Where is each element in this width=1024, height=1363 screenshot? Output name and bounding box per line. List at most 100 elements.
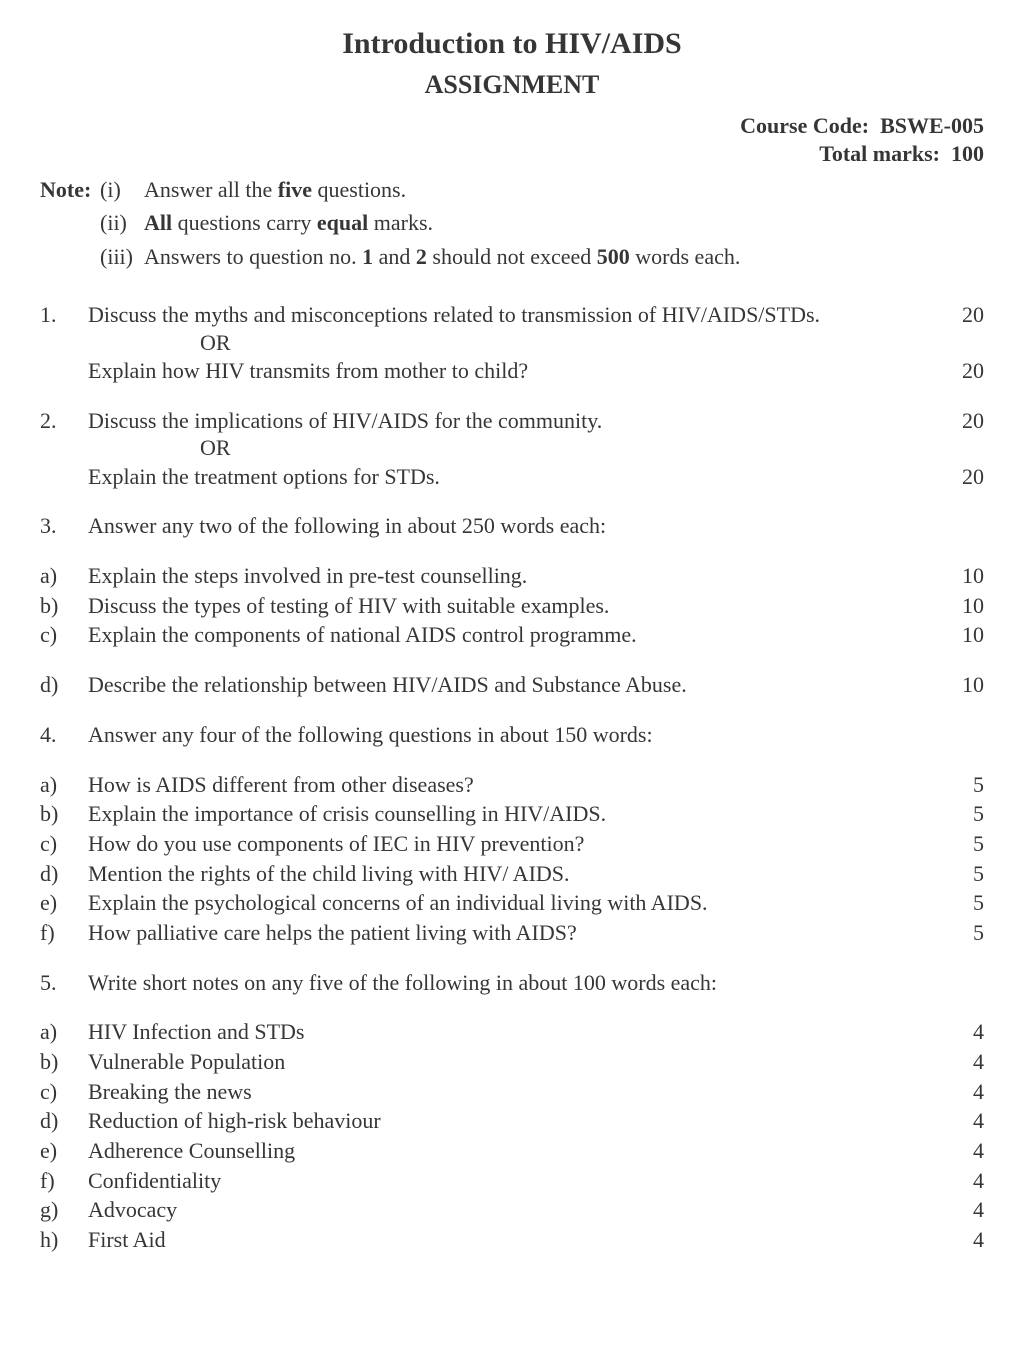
sub-question-label: d) <box>40 670 88 700</box>
sub-question-text: Reduction of high-risk behaviour <box>88 1106 944 1136</box>
sub-question-marks: 4 <box>944 1106 984 1136</box>
question-marks: 20 <box>944 300 984 330</box>
sub-question-row: d)Reduction of high-risk behaviour4 <box>40 1106 984 1136</box>
sub-question-marks: 5 <box>944 918 984 948</box>
sub-question-text: How palliative care helps the patient li… <box>88 918 944 948</box>
sub-question-marks: 10 <box>944 561 984 591</box>
question-text: Discuss the myths and misconceptions rel… <box>88 300 944 330</box>
sub-question-marks: 4 <box>944 1166 984 1196</box>
sub-question-label: e) <box>40 888 88 918</box>
note-roman: (i) <box>100 175 144 205</box>
sub-question-label: a) <box>40 1017 88 1047</box>
sub-question-marks: 10 <box>944 591 984 621</box>
sub-question-row: f)Confidentiality4 <box>40 1166 984 1196</box>
course-code-label: Course Code: <box>740 113 869 138</box>
sub-question-row: c)How do you use components of IEC in HI… <box>40 829 984 859</box>
question-marks: 20 <box>944 356 984 386</box>
note-roman: (iii) <box>100 242 144 272</box>
sub-question-text: Discuss the types of testing of HIV with… <box>88 591 944 621</box>
sub-question-label: d) <box>40 859 88 889</box>
total-marks-label: Total marks: <box>819 141 940 166</box>
sub-question-text: Breaking the news <box>88 1077 944 1107</box>
sub-question-row: c)Breaking the news4 <box>40 1077 984 1107</box>
course-meta: Course Code: BSWE-005 Total marks: 100 <box>40 112 984 169</box>
note-text: All questions carry equal marks. <box>144 208 984 238</box>
sub-question-text: Explain the components of national AIDS … <box>88 620 944 650</box>
sub-question-marks: 10 <box>944 620 984 650</box>
sub-question-text: How is AIDS different from other disease… <box>88 770 944 800</box>
sub-question-label: b) <box>40 1047 88 1077</box>
sub-question-text: Describe the relationship between HIV/AI… <box>88 670 944 700</box>
or-separator: OR <box>200 330 984 356</box>
sub-question-marks: 5 <box>944 888 984 918</box>
sub-question-label: c) <box>40 620 88 650</box>
sub-question-marks: 5 <box>944 799 984 829</box>
sub-question-label: e) <box>40 1136 88 1166</box>
sub-question-row: f)How palliative care helps the patient … <box>40 918 984 948</box>
sub-question-text: Confidentiality <box>88 1166 944 1196</box>
sub-question-marks: 4 <box>944 1017 984 1047</box>
sub-question-text: Explain the steps involved in pre-test c… <box>88 561 944 591</box>
question-text: Discuss the implications of HIV/AIDS for… <box>88 406 944 436</box>
sub-question-text: Explain the psychological concerns of an… <box>88 888 944 918</box>
sub-question-row: a)How is AIDS different from other disea… <box>40 770 984 800</box>
sub-question-marks: 5 <box>944 829 984 859</box>
sub-question-label: d) <box>40 1106 88 1136</box>
question-row: 1. Discuss the myths and misconceptions … <box>40 300 984 330</box>
sub-question-label: b) <box>40 799 88 829</box>
sub-question-marks: 5 <box>944 770 984 800</box>
question-number: 4. <box>40 720 88 750</box>
total-marks-value: 100 <box>951 141 984 166</box>
sub-question-text: How do you use components of IEC in HIV … <box>88 829 944 859</box>
sub-question-label: h) <box>40 1225 88 1255</box>
sub-question-label: a) <box>40 770 88 800</box>
sub-question-marks: 4 <box>944 1195 984 1225</box>
question-row: Explain how HIV transmits from mother to… <box>40 356 984 386</box>
question-marks: 20 <box>944 462 984 492</box>
sub-question-row: a)HIV Infection and STDs4 <box>40 1017 984 1047</box>
question-number: 3. <box>40 511 88 541</box>
sub-question-text: Vulnerable Population <box>88 1047 944 1077</box>
sub-question-row: h)First Aid4 <box>40 1225 984 1255</box>
note-label: Note: <box>40 175 100 205</box>
note-text: Answers to question no. 1 and 2 should n… <box>144 242 984 272</box>
sub-question-row: e)Explain the psychological concerns of … <box>40 888 984 918</box>
sub-question-label: a) <box>40 561 88 591</box>
question-intro: Answer any two of the following in about… <box>88 511 944 541</box>
question-row: 3. Answer any two of the following in ab… <box>40 511 984 541</box>
sub-question-marks: 5 <box>944 859 984 889</box>
sub-question-label: g) <box>40 1195 88 1225</box>
sub-question-label: f) <box>40 918 88 948</box>
question-row: 2. Discuss the implications of HIV/AIDS … <box>40 406 984 436</box>
sub-question-text: HIV Infection and STDs <box>88 1017 944 1047</box>
sub-question-text: Explain the importance of crisis counsel… <box>88 799 944 829</box>
sub-question-row: c)Explain the components of national AID… <box>40 620 984 650</box>
sub-question-marks: 4 <box>944 1136 984 1166</box>
sub-question-text: Adherence Counselling <box>88 1136 944 1166</box>
question-text: Explain how HIV transmits from mother to… <box>88 356 944 386</box>
question-row: Explain the treatment options for STDs. … <box>40 462 984 492</box>
sub-question-marks: 4 <box>944 1225 984 1255</box>
sub-question-row: b)Discuss the types of testing of HIV wi… <box>40 591 984 621</box>
note-roman: (ii) <box>100 208 144 238</box>
sub-question-label: f) <box>40 1166 88 1196</box>
sub-question-row: d)Mention the rights of the child living… <box>40 859 984 889</box>
question-number: 2. <box>40 406 88 436</box>
question-intro: Write short notes on any five of the fol… <box>88 968 944 998</box>
question-row: 5. Write short notes on any five of the … <box>40 968 984 998</box>
document-subtitle: ASSIGNMENT <box>40 67 984 102</box>
sub-question-row: d)Describe the relationship between HIV/… <box>40 670 984 700</box>
sub-question-marks: 4 <box>944 1047 984 1077</box>
course-code-value: BSWE-005 <box>880 113 984 138</box>
question-marks: 20 <box>944 406 984 436</box>
question-number: 5. <box>40 968 88 998</box>
sub-question-label: c) <box>40 829 88 859</box>
question-intro: Answer any four of the following questio… <box>88 720 944 750</box>
question-number: 1. <box>40 300 88 330</box>
sub-question-label: c) <box>40 1077 88 1107</box>
sub-question-row: g)Advocacy4 <box>40 1195 984 1225</box>
notes-block: Note: (i) Answer all the five questions.… <box>40 175 984 272</box>
sub-question-text: Advocacy <box>88 1195 944 1225</box>
sub-question-marks: 10 <box>944 670 984 700</box>
sub-question-text: First Aid <box>88 1225 944 1255</box>
